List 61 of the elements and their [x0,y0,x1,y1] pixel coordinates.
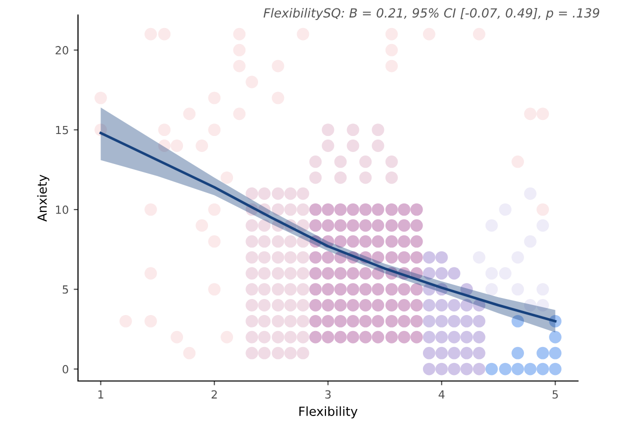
point [435,267,448,280]
point [435,251,448,264]
point [170,140,184,152]
point [460,330,473,344]
x-tick-label: 3 [325,390,331,399]
point [460,299,473,312]
point [422,299,436,312]
point [472,299,486,312]
point [472,314,486,328]
point [448,346,460,360]
x-tick-label: 5 [552,390,558,399]
point [499,362,512,376]
x-tick-label: 4 [438,390,445,398]
point [435,346,448,360]
point [422,346,436,360]
point [435,362,448,376]
point [549,362,562,376]
point [549,330,562,344]
y-tick-label: 5 [62,285,68,294]
y-axis-title: Anxiety [37,174,50,222]
point [536,362,549,376]
point [422,314,436,328]
point [524,299,536,312]
point [435,330,448,344]
point [485,283,498,296]
point [485,362,498,376]
point [422,362,436,376]
x-axis-title: Flexibility [299,406,358,418]
point [435,314,448,328]
point [448,267,460,280]
point [536,346,549,360]
y-tick-label: 20 [56,46,68,54]
point [422,251,436,264]
point [460,346,473,360]
point [472,362,486,376]
point [422,267,436,280]
point [460,283,473,296]
point [512,346,524,360]
point [220,171,234,184]
point [448,330,460,344]
point [460,314,473,328]
point [472,330,486,344]
point [512,362,524,376]
point [472,346,486,360]
point [448,362,460,376]
point [448,299,460,312]
x-tick-label: 1 [98,390,104,398]
x-tick-label: 2 [212,390,217,398]
point [536,299,549,312]
annotation: FlexibilitySQ: B = 0.21, 95% CI [-0.07, 0.49], p = .139 [264,8,600,20]
point [158,140,171,152]
y-tick-label: 0 [62,365,68,374]
y-tick-label: 10 [56,206,68,214]
point [549,346,562,360]
y-tick-label: 15 [56,126,68,134]
point [422,330,436,344]
point [460,362,473,376]
point [435,299,448,312]
point [512,314,524,328]
point [524,362,536,376]
point [448,314,460,328]
